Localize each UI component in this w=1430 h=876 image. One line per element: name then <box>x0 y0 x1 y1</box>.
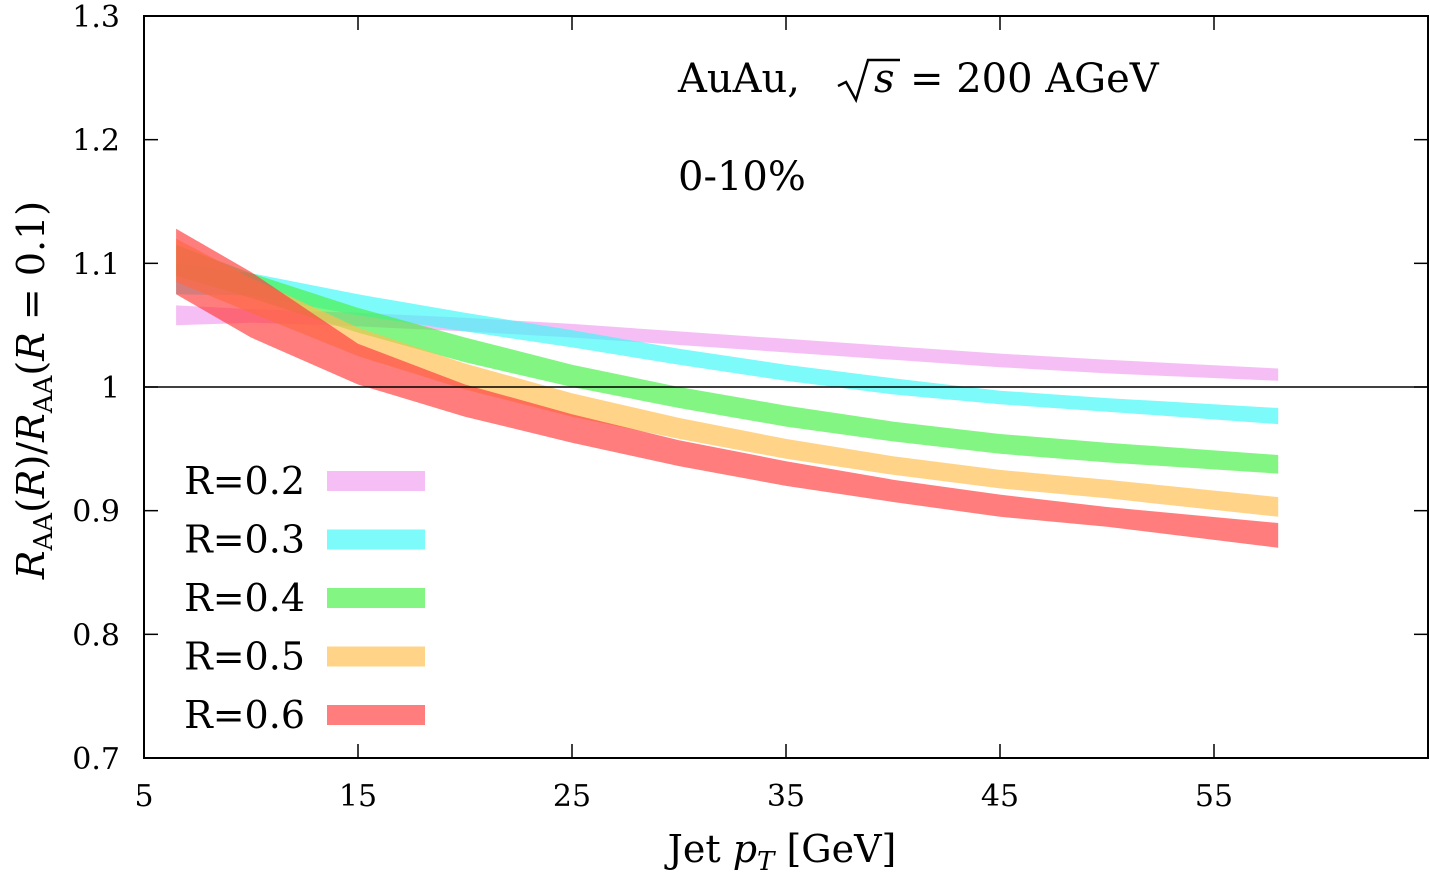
band-r-0-3 <box>176 263 1279 425</box>
x-tick-label: 25 <box>553 779 591 814</box>
annotation-system: AuAu, s = 200 AGeV <box>677 56 1160 104</box>
x-tick-label: 55 <box>1195 779 1233 814</box>
x-axis-label: Jet pT [GeV] <box>664 827 897 876</box>
legend-label-r-0-2: R=0.2 <box>184 459 305 503</box>
legend-label-r-0-6: R=0.6 <box>184 693 305 737</box>
band-r-0-5 <box>176 238 1279 517</box>
series-bands <box>176 228 1279 548</box>
y-tick-label: 0.8 <box>72 618 120 653</box>
y-tick-label: 0.7 <box>72 742 120 777</box>
legend-swatch-r-0-6 <box>327 705 425 725</box>
legend: R=0.2 R=0.3 R=0.4 R=0.5 R=0.6 <box>184 459 425 737</box>
legend-label-r-0-3: R=0.3 <box>184 518 305 562</box>
svg-text:= 200 AGeV: = 200 AGeV <box>910 56 1160 102</box>
y-tick-label: 1.1 <box>72 247 120 282</box>
legend-swatch-r-0-4 <box>327 588 425 608</box>
y-tick-label: 1 <box>101 371 120 406</box>
legend-label-r-0-5: R=0.5 <box>184 635 305 679</box>
annotation-centrality: 0-10% <box>678 154 806 200</box>
legend-swatch-r-0-2 <box>327 471 425 491</box>
svg-text:s: s <box>874 56 895 102</box>
legend-label-r-0-4: R=0.4 <box>184 576 305 620</box>
x-axis-ticks: 5 15 25 35 45 55 <box>134 16 1233 814</box>
legend-swatch-r-0-5 <box>327 646 425 667</box>
y-tick-label: 0.9 <box>72 495 120 530</box>
x-tick-label: 15 <box>339 779 377 814</box>
band-r-0-6 <box>176 228 1279 548</box>
y-tick-label: 1.2 <box>72 124 120 159</box>
y-tick-label: 1.3 <box>72 0 120 35</box>
legend-swatch-r-0-3 <box>327 529 425 550</box>
x-tick-label: 35 <box>767 779 805 814</box>
y-axis-label: RAA(R)/RAA(R = 0.1) <box>9 201 59 580</box>
y-axis-ticks: 0.7 0.8 0.9 1 1.1 1.2 1.3 <box>72 0 1428 777</box>
x-tick-label: 5 <box>134 779 153 814</box>
band-r-0-4 <box>176 244 1279 474</box>
sqrt-sign <box>837 58 900 104</box>
x-tick-label: 45 <box>981 779 1019 814</box>
svg-text:AuAu,: AuAu, <box>677 56 800 102</box>
